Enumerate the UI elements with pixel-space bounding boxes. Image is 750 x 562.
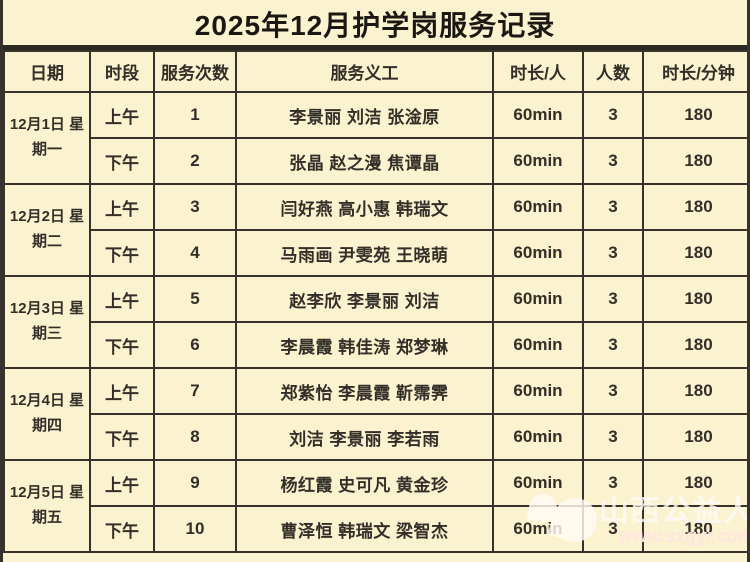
table-row: 12月1日 星期一 上午 1 李景丽 刘洁 张淦原 60min 3 180 xyxy=(3,91,747,185)
people-cell: 3 xyxy=(582,413,644,461)
people-cell: 3 xyxy=(582,91,644,139)
page-title: 2025年12月护学岗服务记录 xyxy=(3,0,747,50)
table-row: 12月5日 星期五 上午 9 杨红霞 史可凡 黄金珍 60min 3 180 xyxy=(3,459,747,553)
per-person-cell: 60min xyxy=(492,229,584,277)
header-row: 日期 时段 服务次数 服务义工 时长/人 人数 时长/分钟 xyxy=(3,50,747,93)
table-row: 下午 4 马雨画 尹雯苑 王晓萌 60min 3 180 xyxy=(4,229,747,277)
col-header-volunteers: 服务义工 xyxy=(235,50,494,93)
service-record-table: 日期 时段 服务次数 服务义工 时长/人 人数 时长/分钟 12月1日 星期一 … xyxy=(3,50,747,553)
period-cell: 上午 xyxy=(89,183,155,231)
count-cell: 6 xyxy=(153,321,237,369)
volunteers-cell: 闫好燕 高小惠 韩瑞文 xyxy=(235,183,494,231)
period-cell: 下午 xyxy=(89,505,155,553)
period-cell: 下午 xyxy=(89,413,155,461)
table-row: 下午 8 刘洁 李景丽 李若雨 60min 3 180 xyxy=(4,413,747,461)
total-cell: 180 xyxy=(642,229,747,277)
people-cell: 3 xyxy=(582,505,644,553)
count-cell: 5 xyxy=(153,275,237,323)
volunteers-cell: 刘洁 李景丽 李若雨 xyxy=(235,413,494,461)
count-cell: 10 xyxy=(153,505,237,553)
date-cell: 12月5日 星期五 xyxy=(3,459,91,553)
volunteers-cell: 赵李欣 李景丽 刘洁 xyxy=(235,275,494,323)
total-cell: 180 xyxy=(642,459,747,507)
col-header-count: 服务次数 xyxy=(153,50,237,93)
people-cell: 3 xyxy=(582,459,644,507)
people-cell: 3 xyxy=(582,367,644,415)
total-cell: 180 xyxy=(642,321,747,369)
col-header-total: 时长/分钟 xyxy=(642,50,747,93)
per-person-cell: 60min xyxy=(492,183,584,231)
table-row: 下午 10 曹泽恒 韩瑞文 梁智杰 60min 3 180 xyxy=(4,505,747,553)
col-header-date: 日期 xyxy=(3,50,91,93)
count-cell: 9 xyxy=(153,459,237,507)
people-cell: 3 xyxy=(582,321,644,369)
date-cell: 12月2日 星期二 xyxy=(3,183,91,277)
volunteers-cell: 郑紫怡 李晨霞 靳霈霁 xyxy=(235,367,494,415)
count-cell: 8 xyxy=(153,413,237,461)
volunteers-cell: 马雨画 尹雯苑 王晓萌 xyxy=(235,229,494,277)
people-cell: 3 xyxy=(582,183,644,231)
volunteers-cell: 杨红霞 史可凡 黄金珍 xyxy=(235,459,494,507)
count-cell: 3 xyxy=(153,183,237,231)
date-cell: 12月1日 星期一 xyxy=(3,91,91,185)
period-cell: 上午 xyxy=(89,91,155,139)
period-cell: 下午 xyxy=(89,229,155,277)
table-row: 12月3日 星期三 上午 5 赵李欣 李景丽 刘洁 60min 3 180 xyxy=(3,275,747,369)
col-header-people: 人数 xyxy=(582,50,644,93)
total-cell: 180 xyxy=(642,367,747,415)
per-person-cell: 60min xyxy=(492,137,584,185)
per-person-cell: 60min xyxy=(492,459,584,507)
col-header-per-person: 时长/人 xyxy=(492,50,584,93)
per-person-cell: 60min xyxy=(492,275,584,323)
volunteers-cell: 李晨霞 韩佳涛 郑梦琳 xyxy=(235,321,494,369)
date-cell: 12月4日 星期四 xyxy=(3,367,91,461)
period-cell: 上午 xyxy=(89,275,155,323)
table-row: 12月2日 星期二 上午 3 闫好燕 高小惠 韩瑞文 60min 3 180 xyxy=(3,183,747,277)
total-cell: 180 xyxy=(642,413,747,461)
period-cell: 下午 xyxy=(89,137,155,185)
total-cell: 180 xyxy=(642,91,747,139)
period-cell: 上午 xyxy=(89,459,155,507)
per-person-cell: 60min xyxy=(492,321,584,369)
per-person-cell: 60min xyxy=(492,413,584,461)
count-cell: 1 xyxy=(153,91,237,139)
count-cell: 7 xyxy=(153,367,237,415)
table-row: 下午 2 张晶 赵之漫 焦谭晶 60min 3 180 xyxy=(4,137,747,185)
per-person-cell: 60min xyxy=(492,505,584,553)
period-cell: 下午 xyxy=(89,321,155,369)
people-cell: 3 xyxy=(582,275,644,323)
volunteers-cell: 李景丽 刘洁 张淦原 xyxy=(235,91,494,139)
period-cell: 上午 xyxy=(89,367,155,415)
total-cell: 180 xyxy=(642,183,747,231)
table-row: 下午 6 李晨霞 韩佳涛 郑梦琳 60min 3 180 xyxy=(4,321,747,369)
count-cell: 2 xyxy=(153,137,237,185)
per-person-cell: 60min xyxy=(492,367,584,415)
table-row: 12月4日 星期四 上午 7 郑紫怡 李晨霞 靳霈霁 60min 3 180 xyxy=(3,367,747,461)
total-cell: 180 xyxy=(642,505,747,553)
per-person-cell: 60min xyxy=(492,91,584,139)
count-cell: 4 xyxy=(153,229,237,277)
volunteers-cell: 曹泽恒 韩瑞文 梁智杰 xyxy=(235,505,494,553)
total-cell: 180 xyxy=(642,275,747,323)
people-cell: 3 xyxy=(582,137,644,185)
col-header-period: 时段 xyxy=(89,50,155,93)
people-cell: 3 xyxy=(582,229,644,277)
volunteers-cell: 张晶 赵之漫 焦谭晶 xyxy=(235,137,494,185)
date-cell: 12月3日 星期三 xyxy=(3,275,91,369)
total-cell: 180 xyxy=(642,137,747,185)
